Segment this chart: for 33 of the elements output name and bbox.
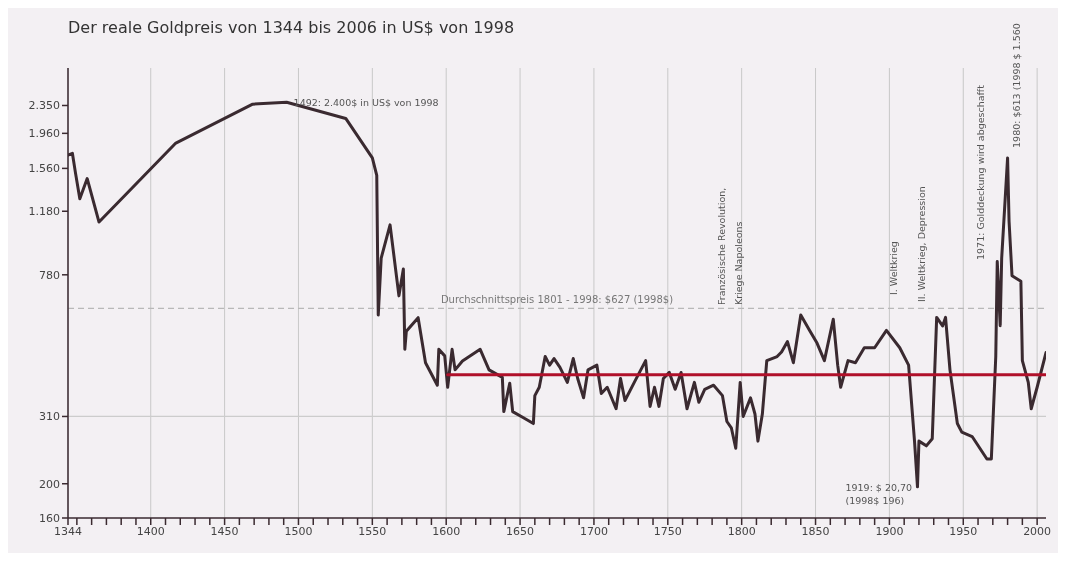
x-tick-label: 1400 (136, 524, 165, 538)
x-tick-label: 1800 (727, 524, 756, 538)
annotation: (1998$ 196) (845, 494, 905, 506)
x-tick-label: 1500 (284, 524, 313, 538)
y-tick-label: 2.350 (28, 99, 60, 113)
y-tick-label: 160 (39, 511, 60, 525)
x-tick-label: 1950 (949, 524, 978, 538)
annotation: 1492: 2.400$ in US$ von 1998 (293, 97, 439, 109)
annotation: I. Weltkrieg (888, 241, 899, 295)
x-tick-label: 1550 (358, 524, 387, 538)
annotation: Französische Revolution, (716, 187, 727, 305)
annotation: II. Weltkrieg, Depression (916, 186, 927, 302)
y-tick-label: 1.560 (28, 162, 60, 176)
x-tick-label: 1450 (210, 524, 239, 538)
chart-title: Der reale Goldpreis von 1344 bis 2006 in US$ von 1998 (68, 18, 515, 37)
y-tick-label: 1.960 (28, 127, 60, 141)
x-tick-label: 1700 (579, 524, 608, 538)
x-tick-label: 1750 (653, 524, 682, 538)
annotation: Kriege Napoleons (733, 221, 744, 305)
x-tick-label: 1650 (506, 524, 535, 538)
annotation: 1980: $613 (1998 $ 1.560 (1010, 23, 1022, 148)
ref-line-label: Durchschnittspreis 1801 - 1998: $627 (1998$) (440, 294, 674, 306)
x-tick-label: 1850 (801, 524, 830, 538)
y-tick-label: 310 (39, 410, 60, 424)
x-tick-label: 2000 (1023, 524, 1052, 538)
x-tick-label: 1600 (432, 524, 461, 538)
y-tick-label: 1.180 (28, 205, 60, 219)
y-tick-label: 780 (39, 268, 60, 282)
x-tick-label: 1900 (875, 524, 904, 538)
y-tick-label: 200 (39, 477, 60, 491)
annotation: 1919: $ 20,70 (845, 481, 913, 493)
x-tick-label: 1344 (54, 524, 82, 538)
annotation: 1971: Golddeckung wird abgeschafft (975, 84, 986, 260)
